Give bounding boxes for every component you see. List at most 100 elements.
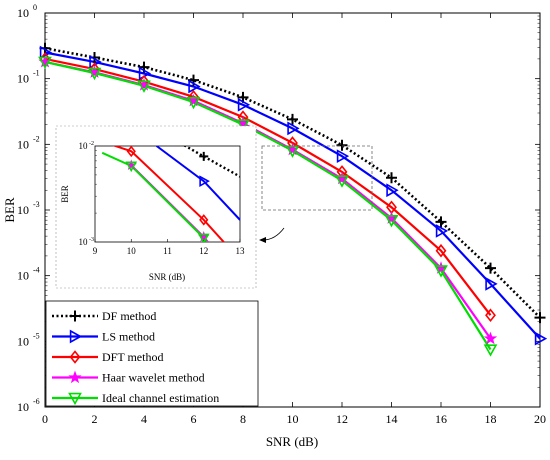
y-axis-label: BER — [2, 197, 17, 223]
ls-method-marker — [435, 224, 449, 238]
inset-x-axis-label: SNR (dB) — [149, 272, 185, 282]
x-tick-label: 12 — [336, 412, 348, 426]
ideal-channel-estimation-marker — [87, 67, 102, 81]
zoom-region-box — [261, 145, 373, 211]
ideal-channel-estimation-marker — [434, 265, 448, 278]
legend-entry-haar-wavelet-method: Haar wavelet method — [52, 371, 205, 385]
y-tick-label: 10 — [17, 269, 29, 283]
ls-method-line — [44, 51, 541, 340]
main-series-lines — [44, 47, 541, 351]
y-tick-exponent: -6 — [33, 397, 40, 406]
inset-y-tick-exponent: -2 — [89, 141, 94, 147]
inset-dft-method-marker — [126, 146, 136, 158]
x-axis-label: SNR (dB) — [266, 434, 318, 449]
inset-dft-method-line — [112, 146, 226, 242]
y-tick-exponent: -1 — [33, 69, 40, 78]
ideal-channel-estimation-marker — [137, 80, 151, 93]
y-tick-label: 10 — [17, 6, 29, 20]
y-tick-exponent: -2 — [33, 134, 40, 143]
x-tick-label: 0 — [42, 412, 48, 426]
legend-label: DF method — [102, 309, 156, 323]
y-tick-exponent: -3 — [33, 200, 40, 209]
df-method-marker — [386, 172, 397, 184]
legend-entry-df-method: DF method — [52, 309, 156, 323]
y-tick-label: 10 — [17, 203, 29, 217]
y-tick-label: 10 — [17, 400, 29, 414]
legend-label: DFT method — [102, 350, 163, 364]
ls-method-marker — [287, 121, 300, 136]
ls-method-marker — [336, 149, 350, 164]
legend-label: Ideal channel estimation — [102, 391, 219, 405]
inset-y-tick-label: 10 — [79, 141, 89, 151]
df-method-marker — [534, 312, 546, 324]
x-tick-label: 4 — [141, 412, 147, 426]
inset-ideal-channel-estimation-line — [101, 151, 209, 242]
x-tick-label: 18 — [485, 412, 497, 426]
x-tick-label: 2 — [92, 412, 98, 426]
dft-method-marker — [435, 243, 447, 258]
ls-method-marker — [188, 79, 201, 94]
legend-entry-ideal-channel-estimation: Ideal channel estimation — [52, 391, 219, 406]
legend-swatch-marker — [69, 350, 81, 364]
legend-swatch-marker — [68, 370, 82, 384]
y-tick-label: 10 — [17, 334, 29, 348]
legend-entry-ls-method: LS method — [52, 330, 155, 344]
inset-x-tick-label: 13 — [236, 246, 246, 256]
inset-x-tick-label: 9 — [93, 246, 98, 256]
ls-method-marker — [386, 183, 399, 198]
df-method-marker — [435, 216, 447, 228]
legend-entry-dft-method: DFT method — [52, 350, 163, 364]
inset-ls-method-line — [156, 146, 240, 221]
y-tick-exponent: -5 — [33, 331, 40, 340]
inset-dft-method-marker — [199, 214, 209, 226]
ideal-channel-estimation-marker — [236, 119, 250, 132]
y-tick-exponent: -4 — [33, 266, 40, 275]
inset-df-method-marker — [199, 151, 209, 161]
ideal-channel-estimation-marker — [38, 56, 52, 70]
y-tick-label: 10 — [17, 137, 29, 151]
ls-method-marker — [237, 97, 251, 112]
x-tick-label: 8 — [240, 412, 246, 426]
zoom-arrow-head — [259, 237, 266, 243]
ls-method-marker — [485, 277, 498, 291]
legend-label: Haar wavelet method — [102, 371, 205, 385]
legend: DF method LS method DFT method Haar wavelet… — [45, 300, 259, 407]
inset-x-tick-label: 12 — [199, 246, 208, 256]
y-tick-exponent: 0 — [33, 3, 37, 12]
legend-label: LS method — [102, 330, 155, 344]
x-tick-label: 14 — [386, 412, 398, 426]
legend-box — [45, 300, 259, 407]
legend-swatch-marker — [69, 329, 83, 344]
ideal-channel-estimation-marker — [335, 175, 349, 188]
dft-method-marker — [485, 308, 496, 322]
inset-y-axis-label: BER — [60, 185, 70, 203]
inset-x-tick-label: 10 — [127, 246, 137, 256]
ideal-channel-estimation-marker — [483, 344, 498, 357]
y-tick-label: 10 — [17, 72, 29, 86]
legend-swatch-marker — [68, 392, 82, 406]
haar-wavelet-method-marker — [483, 331, 498, 345]
x-tick-label: 16 — [435, 412, 447, 426]
ls-method-marker — [534, 331, 548, 346]
x-tick-label: 20 — [534, 412, 546, 426]
inset-series-markers — [125, 146, 210, 242]
inset-x-tick-label: 11 — [163, 246, 172, 256]
df-method-marker — [485, 262, 496, 274]
df-method-marker — [287, 113, 298, 125]
inset-ideal-channel-estimation-marker — [125, 161, 138, 173]
dft-method-line — [44, 57, 492, 316]
inset-df-method-line — [182, 146, 240, 178]
ideal-channel-estimation-marker — [384, 214, 399, 228]
ideal-channel-estimation-line — [44, 60, 492, 351]
main-series-markers — [38, 42, 548, 357]
x-tick-label: 10 — [287, 412, 299, 426]
ideal-channel-estimation-marker — [186, 96, 201, 110]
legend-swatch-marker — [69, 310, 81, 322]
x-tick-label: 6 — [191, 412, 197, 426]
inset-ideal-channel-estimation-marker — [197, 233, 210, 242]
inset-ls-method-marker — [199, 175, 210, 188]
